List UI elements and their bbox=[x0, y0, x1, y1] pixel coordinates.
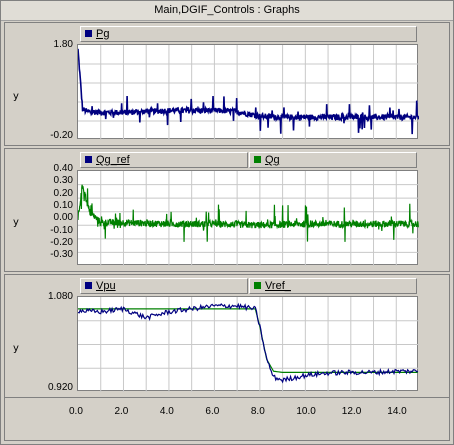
legend-item-qg[interactable]: Qg bbox=[249, 152, 417, 168]
legend-item-pg[interactable]: Pg bbox=[80, 26, 417, 42]
chart-vpu bbox=[78, 297, 419, 392]
series-line-vpu bbox=[78, 302, 419, 384]
legend-item-qg-ref[interactable]: Qg_ref bbox=[80, 152, 248, 168]
plot-area-pg[interactable] bbox=[77, 44, 419, 140]
legend-swatch-icon bbox=[85, 29, 92, 37]
series-line-qg bbox=[78, 184, 419, 242]
chart-qg bbox=[78, 171, 419, 266]
y-tick: -0.20 bbox=[50, 130, 73, 141]
y-tick: 0.10 bbox=[53, 199, 73, 211]
chart-pg bbox=[78, 45, 419, 140]
y-tick: 0.00 bbox=[53, 212, 73, 224]
x-tick: 12.0 bbox=[341, 406, 362, 417]
legend-swatch-icon bbox=[85, 281, 92, 289]
x-tick: 6.0 bbox=[205, 406, 220, 417]
window-title: Main,DGIF_Controls : Graphs bbox=[1, 1, 453, 21]
legend-item-vpu[interactable]: Vpu bbox=[80, 278, 248, 294]
plot-area-vpu[interactable] bbox=[77, 296, 419, 392]
y-tick: 0.40 bbox=[53, 163, 73, 174]
y-axis-label: y bbox=[13, 217, 19, 228]
x-tick: 0.0 bbox=[69, 406, 83, 417]
series-line-vref- bbox=[78, 308, 418, 374]
x-axis: 0.0 2.0 4.0 6.0 8.0 10.0 12.0 14.0 bbox=[4, 397, 450, 441]
legend-swatch-icon bbox=[85, 155, 92, 163]
y-axis-label: y bbox=[13, 91, 19, 102]
x-tick: 2.0 bbox=[114, 406, 129, 417]
y-tick: 1.080 bbox=[47, 291, 73, 302]
y-tick: -0.30 bbox=[50, 249, 73, 261]
graph-vpu: Vpu Vref_ y 1.080 0.920 bbox=[4, 274, 450, 398]
x-tick: 8.0 bbox=[250, 406, 265, 417]
y-axis-label: y bbox=[13, 343, 19, 354]
legend-swatch-icon bbox=[254, 155, 261, 163]
plot-area-qg[interactable] bbox=[77, 170, 419, 266]
y-tick: 1.80 bbox=[53, 39, 73, 50]
y-tick: 0.920 bbox=[47, 382, 73, 393]
x-tick: 10.0 bbox=[296, 406, 316, 417]
series-line-pg bbox=[78, 48, 419, 135]
graph-qg: Qg_ref Qg y 0.40 0.30 0.20 0.10 0.00 -0.10 -0.… bbox=[4, 148, 450, 272]
graph-pg: Pg y 1.80 -0.20 bbox=[4, 22, 450, 146]
y-tick: 0.30 bbox=[53, 175, 73, 187]
y-tick: -0.10 bbox=[50, 224, 73, 236]
x-tick: 4.0 bbox=[159, 406, 174, 417]
y-tick: -0.20 bbox=[50, 236, 73, 248]
x-tick: 14.0 bbox=[387, 406, 407, 417]
legend-item-vref[interactable]: Vref_ bbox=[249, 278, 417, 294]
y-tick: 0.20 bbox=[53, 187, 73, 199]
legend-swatch-icon bbox=[254, 281, 261, 289]
